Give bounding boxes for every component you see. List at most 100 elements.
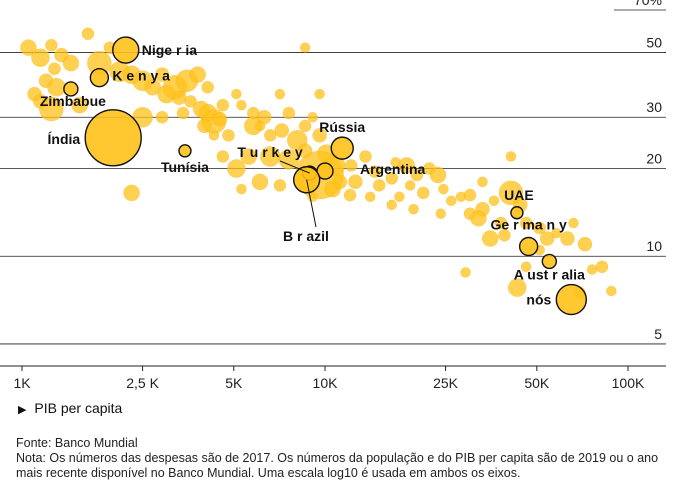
country-bubble xyxy=(368,165,382,179)
country-bubble xyxy=(460,267,471,278)
country-bubble xyxy=(155,110,169,124)
country-bubble xyxy=(201,81,214,94)
country-bubble xyxy=(477,176,488,188)
country-bubble xyxy=(481,230,499,247)
country-label: Ge r ma n y xyxy=(491,216,567,232)
country-bubble xyxy=(222,129,235,142)
country-bubble xyxy=(274,88,286,100)
country-bubble xyxy=(606,285,617,297)
country-label: Rússia xyxy=(319,119,365,135)
country-bubble xyxy=(192,100,210,118)
country-bubble xyxy=(416,186,430,200)
country-bubble xyxy=(216,98,230,112)
highlighted-bubble xyxy=(63,81,79,97)
country-bubble xyxy=(568,217,579,229)
country-bubble xyxy=(359,150,372,163)
x-tick-label: 5K xyxy=(225,375,243,391)
country-bubble xyxy=(31,48,50,68)
label-leader-lines xyxy=(279,160,317,228)
country-bubble xyxy=(577,236,593,252)
leader-line xyxy=(306,179,317,228)
country-bubble xyxy=(348,174,363,190)
country-bubble xyxy=(494,216,508,230)
source-text: Fonte: Banco Mundial xyxy=(16,436,138,450)
y-tick-label: 10 xyxy=(646,238,662,254)
x-axis-title-text: PIB per capita xyxy=(34,400,123,416)
country-bubble xyxy=(212,112,228,127)
x-axis-title: ▶ PIB per capita xyxy=(18,400,122,416)
country-bubble xyxy=(475,201,490,217)
country-bubble xyxy=(307,111,318,123)
country-bubble xyxy=(314,88,325,100)
y-tick-label: 50 xyxy=(646,35,662,51)
x-tick-label: 1K xyxy=(13,375,31,391)
highlighted-bubble xyxy=(555,283,588,316)
country-bubble xyxy=(236,183,247,195)
country-bubble xyxy=(123,184,140,202)
country-bubble xyxy=(435,208,447,219)
country-bubble xyxy=(216,150,230,163)
country-bubble xyxy=(586,264,598,275)
country-bubble xyxy=(299,42,311,53)
country-bubble xyxy=(539,231,555,246)
country-bubble xyxy=(404,180,416,191)
country-bubble xyxy=(344,159,358,172)
country-bubble xyxy=(298,119,312,133)
country-label: Índia xyxy=(48,131,81,147)
highlighted-bubble xyxy=(541,253,558,270)
highlighted-country-bubbles xyxy=(63,36,588,316)
country-bubble xyxy=(519,216,533,230)
country-bubble xyxy=(240,148,258,165)
y-tick-label: 20 xyxy=(646,151,662,167)
country-bubble xyxy=(71,96,88,114)
country-bubble xyxy=(312,128,327,143)
country-label: Zimbabue xyxy=(40,93,106,109)
country-bubble xyxy=(533,221,546,235)
country-bubble xyxy=(33,94,48,109)
country-bubble xyxy=(264,129,277,142)
y-tick-label: 70% xyxy=(634,0,662,8)
country-label: Tunísia xyxy=(161,159,209,175)
country-label: Argentina xyxy=(360,161,426,177)
country-bubble xyxy=(595,260,609,274)
country-bubble xyxy=(251,173,269,191)
country-bubble xyxy=(385,172,398,185)
country-bubble xyxy=(278,149,300,170)
country-bubble xyxy=(332,174,348,190)
country-bubble xyxy=(254,120,266,132)
leader-line xyxy=(279,160,310,174)
country-bubble xyxy=(445,195,457,207)
highlighted-bubble xyxy=(89,67,110,88)
highlighted-bubble xyxy=(518,236,539,257)
country-label: T u r k e y xyxy=(237,144,303,160)
country-label: A ust r alia xyxy=(514,266,585,282)
x-tick-label: 50K xyxy=(524,375,550,391)
country-bubble xyxy=(231,88,242,100)
country-bubble xyxy=(505,151,517,162)
country-label: Nige r ia xyxy=(142,42,197,58)
country-bubble xyxy=(274,123,290,138)
country-bubble xyxy=(438,183,449,195)
country-label: nós xyxy=(526,292,551,308)
country-bubble xyxy=(48,62,61,76)
country-label: K e n y a xyxy=(112,68,170,84)
country-bubble xyxy=(498,228,511,242)
country-bubble xyxy=(273,179,287,192)
country-bubble xyxy=(144,79,162,96)
country-bubble xyxy=(520,261,532,273)
footnote: Fonte: Banco Mundial Nota: Os números da… xyxy=(16,436,668,481)
country-bubble xyxy=(408,203,419,215)
country-bubble xyxy=(62,54,80,72)
country-bubble xyxy=(394,191,405,203)
scatter-chart: Nige r ia K e n y a Zimbabue Índia Tunísia T … xyxy=(0,0,666,391)
country-bubble xyxy=(208,130,220,141)
country-labels: Nige r ia K e n y a Zimbabue Índia Tunísia T … xyxy=(40,42,585,307)
country-bubble xyxy=(488,195,500,207)
x-tick-label: 10K xyxy=(313,375,339,391)
triangle-right-icon: ▶ xyxy=(18,404,27,416)
highlighted-bubble xyxy=(112,36,140,64)
country-bubble xyxy=(386,199,397,211)
country-bubble xyxy=(197,118,212,134)
y-tick-label: 5 xyxy=(654,326,662,342)
country-bubble xyxy=(560,231,575,246)
